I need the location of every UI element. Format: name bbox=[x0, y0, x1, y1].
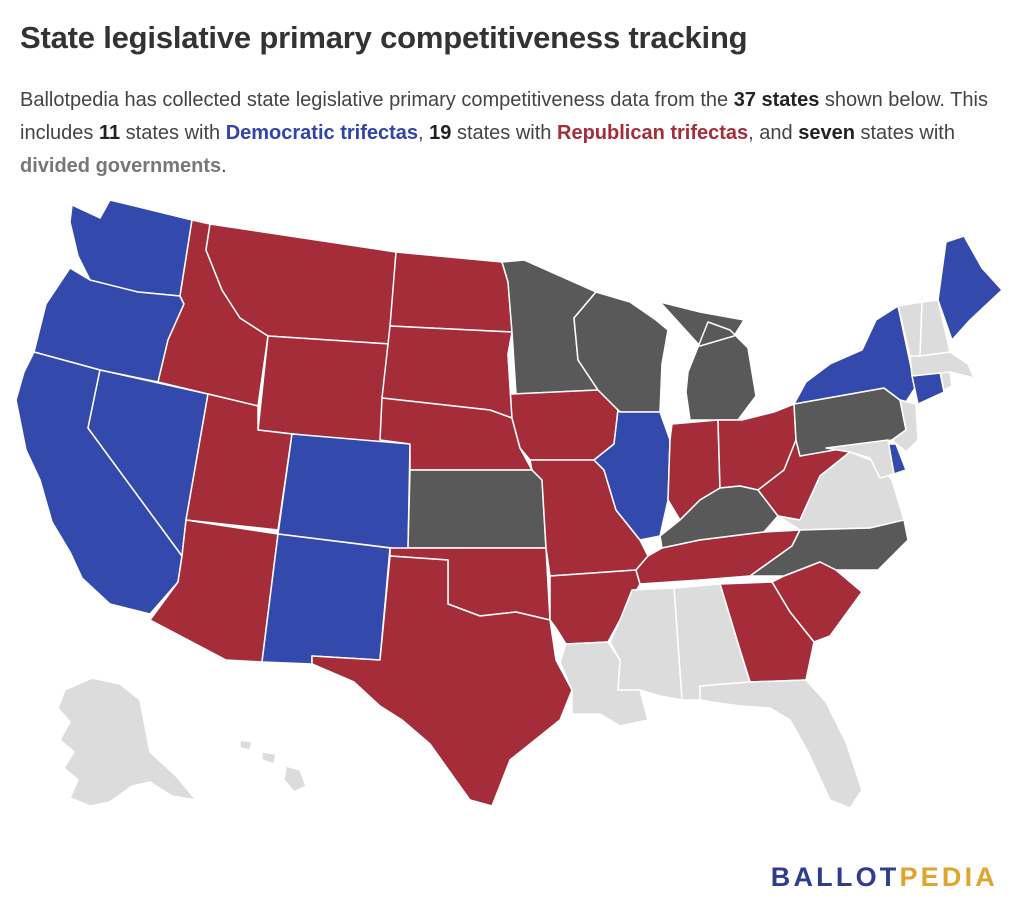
logo-ballot: BALLOT bbox=[770, 862, 900, 892]
state-mi[interactable] bbox=[659, 301, 757, 421]
state-nj[interactable] bbox=[891, 399, 919, 453]
state-co[interactable] bbox=[277, 433, 411, 551]
state-la[interactable] bbox=[559, 641, 649, 727]
dem-trifecta-label: Democratic trifectas bbox=[225, 122, 419, 144]
rep-trifecta-label: Republican trifectas bbox=[557, 122, 749, 144]
description-text: shown below. This includes bbox=[20, 89, 988, 144]
state-il[interactable] bbox=[593, 409, 671, 541]
state-hi[interactable] bbox=[239, 739, 307, 793]
description-text: , and bbox=[748, 122, 799, 144]
state-md[interactable] bbox=[825, 439, 895, 479]
divided-government-label: divided governments bbox=[20, 155, 222, 177]
logo-pedia: PEDIA bbox=[899, 862, 998, 892]
description-text: Ballotpedia has collected state legislat… bbox=[20, 89, 734, 111]
total-states-count: 37 states bbox=[733, 89, 820, 111]
state-wy[interactable] bbox=[257, 335, 391, 445]
state-wi[interactable] bbox=[573, 291, 669, 413]
state-ks[interactable] bbox=[407, 469, 547, 549]
state-nm[interactable] bbox=[261, 533, 391, 665]
state-nh[interactable] bbox=[919, 299, 951, 357]
description: Ballotpedia has collected state legislat… bbox=[20, 84, 1010, 183]
divided-count: seven bbox=[798, 122, 855, 144]
state-tx[interactable] bbox=[311, 555, 573, 807]
rep-count: 19 bbox=[429, 122, 452, 144]
state-me[interactable] bbox=[937, 235, 1003, 341]
description-text: , bbox=[418, 122, 430, 144]
state-nd[interactable] bbox=[389, 251, 513, 333]
us-state-map bbox=[15, 199, 1003, 809]
page-title: State legislative primary competitivenes… bbox=[20, 20, 748, 55]
state-ak[interactable] bbox=[57, 677, 197, 807]
ballotpedia-logo: BALLOTPEDIA bbox=[771, 862, 998, 893]
description-text: states with bbox=[854, 122, 955, 144]
description-text: . bbox=[221, 155, 227, 177]
state-ct[interactable] bbox=[911, 371, 945, 405]
description-text: states with bbox=[451, 122, 557, 144]
state-fl[interactable] bbox=[699, 679, 863, 809]
dem-count: 11 bbox=[98, 122, 121, 144]
description-text: states with bbox=[120, 122, 226, 144]
